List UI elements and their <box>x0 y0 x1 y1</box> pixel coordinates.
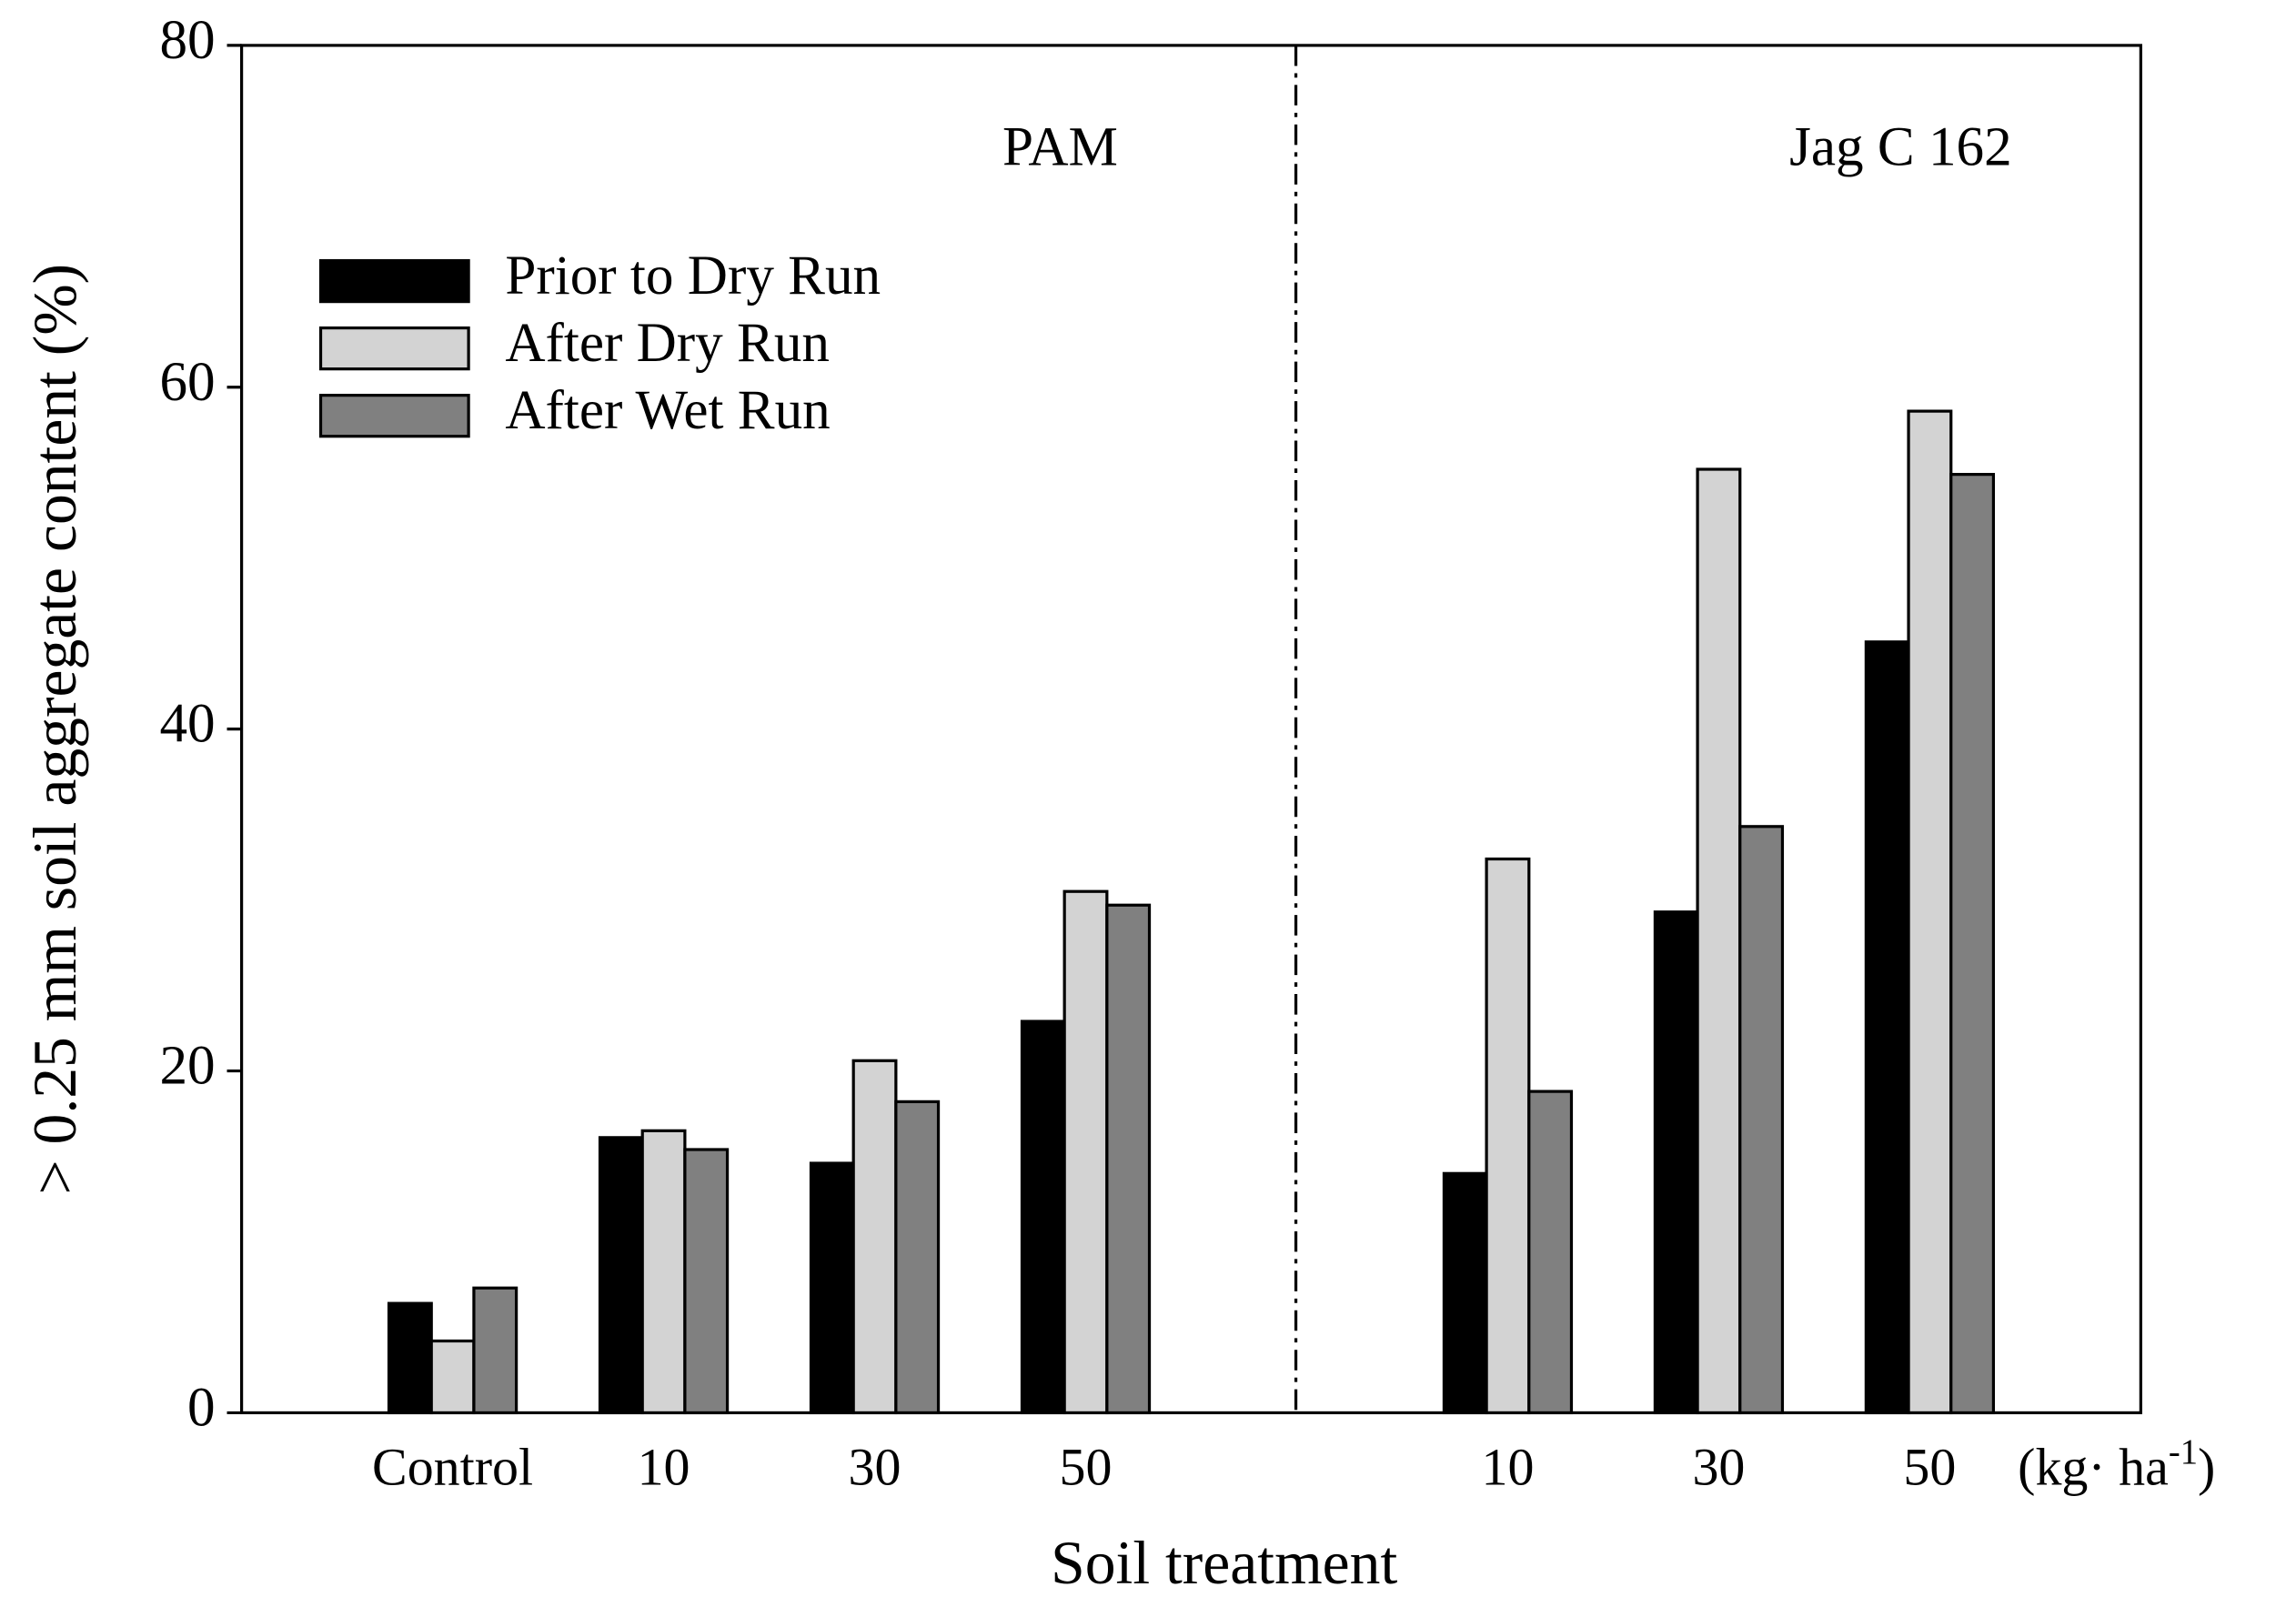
x-unit-text: (kg· ha <box>2018 1438 2169 1497</box>
x-tick-label: 30 <box>849 1438 901 1497</box>
bar <box>640 1129 687 1415</box>
y-tick-label: 60 <box>159 351 215 413</box>
y-axis-title: > 0.25 mm soil aggregate content (%) <box>21 264 89 1195</box>
legend-swatch <box>318 326 470 371</box>
bar <box>1907 409 1953 1415</box>
y-tick-label: 20 <box>159 1035 215 1097</box>
bar <box>1738 825 1785 1415</box>
bar <box>1062 889 1109 1415</box>
bar <box>1485 857 1531 1415</box>
y-tick-label: 0 <box>187 1376 216 1438</box>
bar <box>472 1286 519 1415</box>
group-label: PAM <box>1002 116 1118 177</box>
bar <box>1653 910 1699 1415</box>
bar <box>1105 903 1152 1415</box>
x-tick-label: 50 <box>1060 1438 1113 1497</box>
legend-swatch <box>318 258 470 304</box>
bar <box>1442 1171 1488 1415</box>
x-tick-label: 50 <box>1903 1438 1956 1497</box>
x-axis-title: Soil treatment <box>1051 1529 1397 1597</box>
bar <box>1864 640 1910 1415</box>
bar <box>387 1301 433 1415</box>
x-unit: (kg· ha-1) <box>2018 1433 2215 1497</box>
bar <box>809 1161 855 1415</box>
bar <box>894 1100 941 1415</box>
x-tick-label: 30 <box>1692 1438 1745 1497</box>
x-unit-text: ) <box>2198 1438 2215 1497</box>
legend-swatch <box>318 394 470 438</box>
legend-label: After Wet Run <box>505 379 830 441</box>
x-tick-label: Control <box>372 1438 533 1497</box>
legend-label: Prior to Dry Run <box>505 245 881 306</box>
x-unit-sup: -1 <box>2169 1433 2198 1471</box>
bar <box>683 1148 730 1415</box>
legend-label: After Dry Run <box>505 312 830 374</box>
y-tick-label: 80 <box>159 9 215 71</box>
y-tick-label: 40 <box>159 693 215 755</box>
bar <box>1949 473 1996 1415</box>
bar <box>1527 1090 1574 1415</box>
x-tick-label: 10 <box>1481 1438 1534 1497</box>
group-label: Jag C 162 <box>1789 116 2012 177</box>
bar <box>1020 1019 1066 1415</box>
bar <box>851 1059 898 1415</box>
bar <box>598 1136 644 1415</box>
bar <box>1696 467 1742 1415</box>
x-tick-label: 10 <box>638 1438 690 1497</box>
bar <box>429 1339 476 1415</box>
